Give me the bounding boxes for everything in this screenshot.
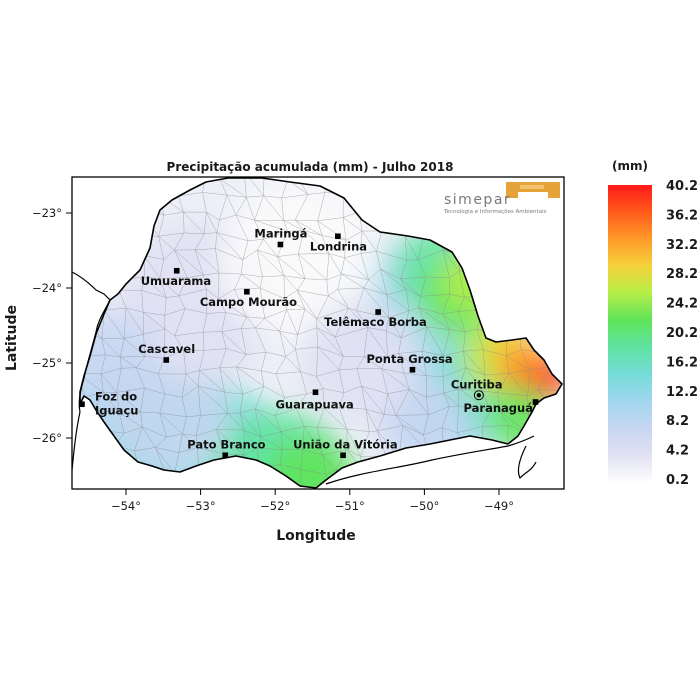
y-tick-label: −26° <box>32 431 62 445</box>
city-marker <box>312 389 319 396</box>
city-marker <box>335 233 341 240</box>
city-label: Cascavel <box>138 342 195 356</box>
city-label: Umuarama <box>141 274 211 288</box>
city-label: Telêmaco Borba <box>324 315 427 329</box>
city-label: Ponta Grossa <box>366 352 452 366</box>
city-marker <box>375 309 381 315</box>
logo-mark <box>506 182 560 198</box>
city-guarapuava: Guarapuava <box>275 389 354 411</box>
city-campo-mourao: Campo Mourão <box>200 288 297 309</box>
city-marker <box>173 267 180 274</box>
city-uniao-da-vitoria: União da Vitória <box>293 437 398 459</box>
city-marker <box>532 399 539 405</box>
legend-colorbar <box>608 185 652 481</box>
city-marker <box>244 288 250 295</box>
map-frame: SIMEPAR Tecnologia e Informações Ambient… <box>71 176 565 490</box>
city-marker <box>409 366 416 373</box>
y-tick-label: −23° <box>32 206 62 220</box>
border-sc-line <box>325 435 535 485</box>
legend-tick-label: 24.2 <box>666 297 698 312</box>
map-border <box>71 176 565 490</box>
city-marker <box>163 357 170 363</box>
x-tick-label: −54° <box>111 499 141 513</box>
legend-tick-label: 4.2 <box>666 444 689 459</box>
color-legend: (mm) 40.2 36.2 32.2 28.2 24.2 20.2 16.2 12.2 8.2… <box>608 159 698 488</box>
city-foz-do-iguacu: Foz do Iguaçu <box>79 389 138 417</box>
city-umuarama: Umuarama <box>141 267 211 288</box>
coast-south <box>517 445 537 480</box>
city-ponta-grossa: Ponta Grossa <box>366 352 453 373</box>
city-pato-branco: Pato Branco <box>187 437 266 459</box>
legend-tick-label: 16.2 <box>666 355 698 370</box>
logo-tagline: Tecnologia e Informações Ambientais <box>443 209 547 215</box>
city-label: Paranaguá <box>464 401 533 415</box>
city-telemaco-borba: Telêmaco Borba <box>324 309 427 329</box>
city-marker <box>476 393 482 398</box>
y-axis-ticks: −23° −24° −25° −26° <box>32 206 72 445</box>
city-maringa: Maringá <box>254 227 307 248</box>
city-label: União da Vitória <box>293 437 398 451</box>
map-title: Precipitação acumulada (mm) - Julho 2018 <box>167 160 454 174</box>
legend-tick-label: 40.2 <box>666 179 698 194</box>
city-cascavel: Cascavel <box>138 342 195 363</box>
city-label: Maringá <box>254 227 307 241</box>
y-axis-label: Latitude <box>4 305 20 371</box>
city-londrina: Londrina <box>310 233 367 253</box>
city-marker <box>340 452 346 459</box>
city-label: Pato Branco <box>187 437 265 451</box>
city-label: Londrina <box>310 239 367 253</box>
logo-name: SIMEPAR <box>444 192 511 208</box>
border-south-extension <box>72 411 81 471</box>
capital-marker <box>473 390 484 401</box>
x-axis-label: Longitude <box>276 528 356 544</box>
legend-tick-label: 32.2 <box>666 238 698 253</box>
x-tick-label: −49° <box>484 499 514 513</box>
legend-tick-label: 0.2 <box>666 473 689 488</box>
city-label: Foz do Iguaçu <box>95 389 138 417</box>
y-tick-label: −25° <box>32 356 62 370</box>
x-axis-ticks: −54° −53° −52° −51° −50° −49° <box>111 489 514 513</box>
legend-tick-labels: 40.2 36.2 32.2 28.2 24.2 20.2 16.2 12.2 8.2 4.2 0.… <box>666 179 698 488</box>
legend-tick-label: 28.2 <box>666 267 698 282</box>
simepar-logo: SIMEPAR Tecnologia e Informações Ambient… <box>443 182 560 215</box>
legend-tick-label: 36.2 <box>666 208 698 223</box>
legend-tick-label: 8.2 <box>666 414 689 429</box>
city-marker <box>79 401 85 408</box>
x-tick-label: −52° <box>260 499 290 513</box>
legend-unit: (mm) <box>612 159 648 173</box>
legend-tick-label: 12.2 <box>666 385 698 400</box>
x-tick-label: −51° <box>335 499 365 513</box>
city-label: Guarapuava <box>275 397 353 411</box>
parana-state-outline <box>79 177 563 489</box>
logo-mark-bar <box>520 185 544 189</box>
city-label: Campo Mourão <box>200 295 297 309</box>
y-tick-label: −24° <box>32 281 62 295</box>
x-tick-label: −53° <box>186 499 216 513</box>
legend-tick-label: 20.2 <box>666 326 698 341</box>
x-tick-label: −50° <box>409 499 439 513</box>
city-marker <box>222 452 229 459</box>
city-marker <box>277 241 284 248</box>
city-curitiba: Curitiba <box>451 377 503 401</box>
city-paranagua: Paranaguá <box>464 399 539 415</box>
city-label: Curitiba <box>451 377 503 391</box>
